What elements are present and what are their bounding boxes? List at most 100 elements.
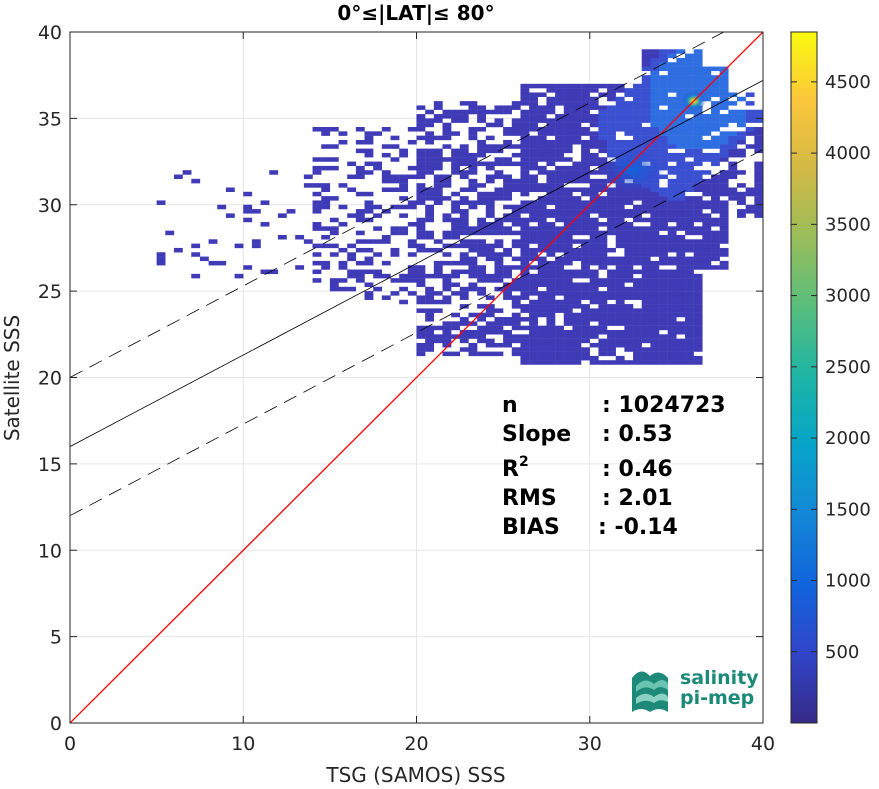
density-cell (520, 295, 530, 300)
density-cell (685, 308, 694, 313)
density-cell (295, 234, 305, 240)
density-cell (676, 118, 686, 123)
one-to-one-line (70, 32, 763, 723)
density-cell (598, 239, 608, 244)
density-cell (416, 334, 426, 339)
density-cell (633, 239, 642, 244)
density-cell (581, 351, 590, 357)
density-cell (615, 286, 625, 292)
density-cell (719, 230, 729, 236)
density-cell (624, 196, 634, 201)
density-cell (633, 109, 642, 115)
density-cell (641, 49, 651, 54)
density-cell (477, 278, 486, 283)
density-cell (624, 109, 634, 115)
density-cell (555, 135, 564, 141)
density-cell (451, 114, 461, 119)
density-cell (546, 342, 556, 348)
density-cell (451, 226, 461, 231)
density-cell (633, 234, 642, 240)
density-cell (511, 187, 521, 192)
density-cell (529, 122, 538, 128)
density-cell (685, 187, 694, 192)
density-cell (537, 148, 547, 154)
density-cell (589, 355, 599, 361)
density-cell (511, 217, 521, 223)
density-cell (451, 131, 461, 136)
density-cell (425, 217, 435, 223)
density-cell (676, 222, 686, 227)
density-cell (702, 252, 712, 257)
density-cell (312, 252, 322, 257)
density-cell (355, 217, 365, 223)
density-cell (416, 282, 426, 288)
density-cell (589, 252, 599, 257)
density-cell (581, 114, 590, 119)
density-cell (295, 265, 305, 270)
density-cell (676, 187, 686, 192)
density-cell (477, 265, 486, 270)
density-cell (667, 101, 677, 106)
density-cell (555, 351, 564, 357)
density-cell (676, 217, 686, 223)
density-cell (702, 222, 712, 227)
density-cell (581, 109, 590, 115)
density-cell (442, 243, 452, 249)
density-cell (667, 355, 677, 361)
density-cell (711, 144, 720, 149)
density-cell (555, 360, 564, 365)
density-cell (581, 304, 590, 309)
density-cell (555, 247, 564, 253)
density-cell (416, 157, 426, 162)
density-cell (243, 265, 253, 270)
density-cell (650, 308, 660, 313)
density-cell (425, 204, 435, 210)
density-cell (546, 152, 556, 158)
density-cell (667, 114, 677, 119)
density-cell (537, 239, 547, 244)
density-cell (598, 312, 608, 318)
density-cell (667, 131, 677, 136)
colorbar-tick-label: 1500 (825, 499, 871, 520)
density-cell (546, 222, 556, 227)
density-cell (520, 217, 530, 223)
density-cell (624, 101, 634, 106)
density-cell (312, 204, 322, 210)
density-cell (693, 334, 703, 339)
density-cell (598, 178, 608, 184)
density-cell (598, 196, 608, 201)
density-cell (485, 252, 495, 257)
density-cell (485, 329, 495, 335)
density-cell (451, 234, 461, 240)
density-cell (537, 342, 547, 348)
density-cell (667, 243, 677, 249)
density-cell (520, 355, 530, 361)
density-cell (485, 165, 495, 171)
density-cell (451, 269, 461, 275)
density-cell (546, 105, 556, 110)
density-cell (719, 200, 729, 205)
density-cell (589, 247, 599, 253)
secondary-peak (601, 148, 666, 193)
density-cell (615, 83, 625, 89)
density-cell (624, 317, 634, 322)
density-cell (641, 131, 651, 136)
density-cell (459, 213, 469, 218)
density-cell (676, 342, 686, 348)
density-cell (607, 131, 616, 136)
density-cell (624, 92, 634, 97)
density-cell (607, 347, 616, 352)
density-cell (659, 338, 668, 344)
density-cell (581, 96, 590, 102)
density-cell (641, 355, 651, 361)
density-cell (676, 260, 686, 266)
density-cell (364, 260, 374, 266)
density-cell (676, 286, 686, 292)
density-cell (615, 321, 625, 326)
density-cell (650, 144, 660, 149)
density-cell (407, 278, 417, 283)
density-cell (477, 304, 486, 309)
density-cell (520, 351, 530, 357)
density-cell (702, 243, 712, 249)
density-cell (685, 334, 694, 339)
